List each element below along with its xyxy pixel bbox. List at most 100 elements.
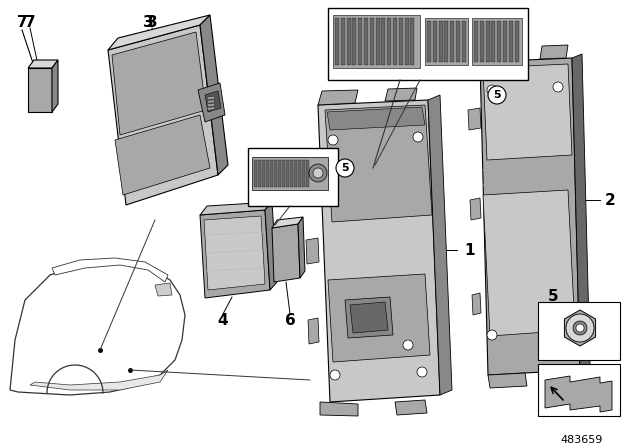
Polygon shape xyxy=(52,258,168,282)
Polygon shape xyxy=(404,18,408,65)
Circle shape xyxy=(403,340,413,350)
Polygon shape xyxy=(308,318,319,344)
Polygon shape xyxy=(341,18,345,65)
Polygon shape xyxy=(115,115,210,195)
Polygon shape xyxy=(472,18,522,65)
Polygon shape xyxy=(345,297,393,338)
Polygon shape xyxy=(294,160,297,187)
Polygon shape xyxy=(30,370,168,390)
Polygon shape xyxy=(545,376,612,412)
Polygon shape xyxy=(370,18,374,65)
Polygon shape xyxy=(335,18,339,65)
Polygon shape xyxy=(282,160,285,187)
Polygon shape xyxy=(393,18,397,65)
Polygon shape xyxy=(254,160,257,187)
Polygon shape xyxy=(480,47,517,62)
Circle shape xyxy=(555,327,565,337)
Circle shape xyxy=(488,86,506,104)
Circle shape xyxy=(553,82,563,92)
Polygon shape xyxy=(515,21,518,62)
Polygon shape xyxy=(318,100,440,402)
Polygon shape xyxy=(387,18,391,65)
Polygon shape xyxy=(399,18,403,65)
Polygon shape xyxy=(456,21,460,62)
Polygon shape xyxy=(572,54,590,370)
Polygon shape xyxy=(200,202,272,215)
Polygon shape xyxy=(28,60,58,68)
Polygon shape xyxy=(358,18,362,65)
Circle shape xyxy=(417,367,427,377)
Polygon shape xyxy=(252,157,328,190)
Text: 7: 7 xyxy=(25,14,35,30)
Polygon shape xyxy=(385,88,417,101)
Polygon shape xyxy=(298,217,305,278)
Polygon shape xyxy=(483,64,572,160)
Polygon shape xyxy=(155,283,172,296)
Polygon shape xyxy=(200,210,270,298)
Polygon shape xyxy=(427,21,431,62)
FancyBboxPatch shape xyxy=(538,302,620,360)
Polygon shape xyxy=(318,90,358,105)
Polygon shape xyxy=(548,368,577,384)
Polygon shape xyxy=(306,238,319,264)
FancyBboxPatch shape xyxy=(328,8,528,80)
Polygon shape xyxy=(200,15,228,175)
Polygon shape xyxy=(52,60,58,112)
Text: 2: 2 xyxy=(605,193,616,207)
Polygon shape xyxy=(265,202,277,290)
Polygon shape xyxy=(258,160,261,187)
Text: 7: 7 xyxy=(17,14,28,30)
Polygon shape xyxy=(10,262,185,395)
Text: 5: 5 xyxy=(548,289,558,303)
Text: 3: 3 xyxy=(147,14,157,30)
Circle shape xyxy=(576,324,584,332)
Text: 6: 6 xyxy=(285,313,296,327)
Polygon shape xyxy=(207,96,215,100)
Text: 1: 1 xyxy=(465,242,476,258)
Polygon shape xyxy=(433,21,437,62)
Polygon shape xyxy=(376,18,380,65)
Polygon shape xyxy=(509,21,513,62)
Polygon shape xyxy=(290,160,293,187)
Polygon shape xyxy=(272,224,300,282)
Polygon shape xyxy=(474,21,478,62)
Polygon shape xyxy=(278,160,281,187)
Polygon shape xyxy=(480,58,580,375)
Polygon shape xyxy=(205,91,221,112)
Polygon shape xyxy=(470,198,481,220)
Polygon shape xyxy=(472,293,481,315)
Polygon shape xyxy=(564,310,596,346)
Polygon shape xyxy=(444,21,449,62)
Polygon shape xyxy=(428,95,452,395)
FancyBboxPatch shape xyxy=(538,364,620,416)
Polygon shape xyxy=(395,400,427,415)
Polygon shape xyxy=(112,32,206,135)
Polygon shape xyxy=(328,274,430,362)
Polygon shape xyxy=(486,21,490,62)
Polygon shape xyxy=(108,25,218,205)
Circle shape xyxy=(487,330,497,340)
Polygon shape xyxy=(347,18,351,65)
Polygon shape xyxy=(497,21,501,62)
Polygon shape xyxy=(381,18,385,65)
Polygon shape xyxy=(540,45,568,59)
Polygon shape xyxy=(204,216,265,290)
Circle shape xyxy=(336,159,354,177)
Polygon shape xyxy=(462,21,466,62)
Circle shape xyxy=(413,132,423,142)
Text: 4: 4 xyxy=(218,313,228,327)
Polygon shape xyxy=(198,83,225,122)
Text: 483659: 483659 xyxy=(561,435,603,445)
Polygon shape xyxy=(325,105,432,222)
Polygon shape xyxy=(262,160,265,187)
Polygon shape xyxy=(364,18,368,65)
Polygon shape xyxy=(207,100,215,103)
Circle shape xyxy=(487,85,497,95)
Polygon shape xyxy=(333,15,420,68)
Polygon shape xyxy=(28,68,52,112)
Polygon shape xyxy=(320,402,358,416)
Polygon shape xyxy=(306,160,309,187)
Polygon shape xyxy=(304,153,319,178)
Circle shape xyxy=(330,370,340,380)
Polygon shape xyxy=(468,108,481,130)
